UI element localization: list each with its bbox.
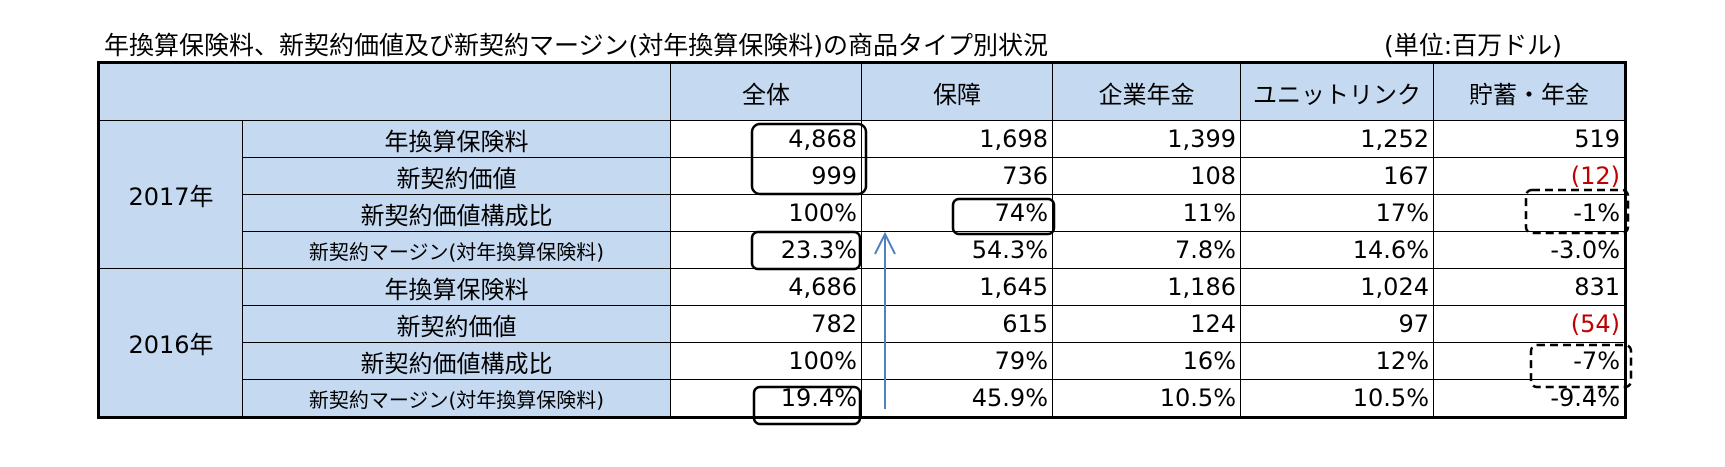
- value-cell: 1,399: [1052, 120, 1241, 158]
- value-cell: 167: [1240, 157, 1434, 195]
- row-label: 年換算保険料: [242, 268, 671, 306]
- data-row: 新契約価値 782 615 124 97 (54): [99, 305, 1626, 343]
- value-cell: 831: [1433, 268, 1626, 306]
- value-cell: (54): [1433, 305, 1626, 343]
- data-row: 新契約価値 999 736 108 167 (12): [99, 157, 1626, 195]
- value-cell: 19.4%: [670, 379, 862, 418]
- value-cell: 45.9%: [861, 379, 1053, 418]
- value-cell: (12): [1433, 157, 1626, 195]
- year-cell: 2016年: [98, 268, 243, 418]
- value-cell: 615: [861, 305, 1053, 343]
- value-cell: 54.3%: [861, 231, 1053, 269]
- value-cell: 4,686: [670, 268, 862, 306]
- data-row: 2016年 年換算保険料 4,686 1,645 1,186 1,024 831: [98, 268, 1626, 418]
- value-cell: 1,186: [1052, 268, 1241, 306]
- value-cell: 16%: [1052, 342, 1241, 380]
- row-label: 新契約マージン(対年換算保険料): [242, 379, 671, 418]
- data-row: 新契約価値構成比 100% 74% 11% 17% -1%: [99, 194, 1626, 232]
- value-cell: 4,868: [670, 120, 862, 158]
- value-cell: -3.0%: [1433, 231, 1626, 269]
- data-row: 新契約マージン(対年換算保険料) 23.3% 54.3% 7.8% 14.6% -3.0%: [99, 231, 1626, 269]
- row-label: 新契約マージン(対年換算保険料): [242, 231, 671, 269]
- value-cell: 519: [1433, 120, 1626, 158]
- row-label: 新契約価値: [242, 305, 671, 343]
- value-cell: 10.5%: [1240, 379, 1434, 418]
- value-cell: 782: [670, 305, 862, 343]
- value-cell: -1%: [1433, 194, 1626, 232]
- value-cell: 1,024: [1240, 268, 1434, 306]
- value-cell: 14.6%: [1240, 231, 1434, 269]
- title: 年換算保険料、新契約価値及び新契約マージン(対年換算保険料)の商品タイプ別状況: [104, 31, 1049, 60]
- data-row: 新契約価値構成比 100% 79% 16% 12% -7%: [99, 342, 1626, 380]
- value-cell: 74%: [861, 194, 1053, 232]
- value-cell: 736: [861, 157, 1053, 195]
- value-cell: -9.4%: [1433, 379, 1626, 418]
- value-cell: 23.3%: [670, 231, 862, 269]
- value-cell: 124: [1052, 305, 1241, 343]
- value-cell: 108: [1052, 157, 1241, 195]
- row-label: 新契約価値: [242, 157, 671, 195]
- column-header: 貯蓄・年金: [1433, 62, 1626, 121]
- year-cell: 2017年: [98, 120, 243, 269]
- data-row: 2017年 年換算保険料 4,868 1,698 1,399 1,252 519: [98, 120, 1626, 269]
- value-cell: 1,698: [861, 120, 1053, 158]
- value-cell: 1,252: [1240, 120, 1434, 158]
- data-row: 新契約マージン(対年換算保険料) 19.4% 45.9% 10.5% 10.5% -9.4…: [99, 379, 1626, 418]
- header-row: 全体 保障 企業年金 ユニットリンク 貯蓄・年金: [98, 62, 1626, 121]
- value-cell: 999: [670, 157, 862, 195]
- column-header: 全体: [670, 62, 862, 121]
- value-cell: -7%: [1433, 342, 1626, 380]
- value-cell: 100%: [670, 194, 862, 232]
- row-label: 年換算保険料: [242, 120, 671, 158]
- value-cell: 12%: [1240, 342, 1434, 380]
- value-cell: 17%: [1240, 194, 1434, 232]
- column-header: 企業年金: [1052, 62, 1241, 121]
- value-cell: 79%: [861, 342, 1053, 380]
- column-header: ユニットリンク: [1240, 62, 1434, 121]
- value-cell: 1,645: [861, 268, 1053, 306]
- value-cell: 100%: [670, 342, 862, 380]
- value-cell: 7.8%: [1052, 231, 1241, 269]
- unit: (単位:百万ドル): [1384, 31, 1562, 60]
- corner-cell: [98, 62, 671, 121]
- table: 全体 保障 企業年金 ユニットリンク 貯蓄・年金 2017年 年換算保険料 4,868 1,69…: [97, 61, 1627, 419]
- value-cell: 97: [1240, 305, 1434, 343]
- row-label: 新契約価値構成比: [242, 194, 671, 232]
- value-cell: 11%: [1052, 194, 1241, 232]
- value-cell: 10.5%: [1052, 379, 1241, 418]
- column-header: 保障: [861, 62, 1053, 121]
- row-label: 新契約価値構成比: [242, 342, 671, 380]
